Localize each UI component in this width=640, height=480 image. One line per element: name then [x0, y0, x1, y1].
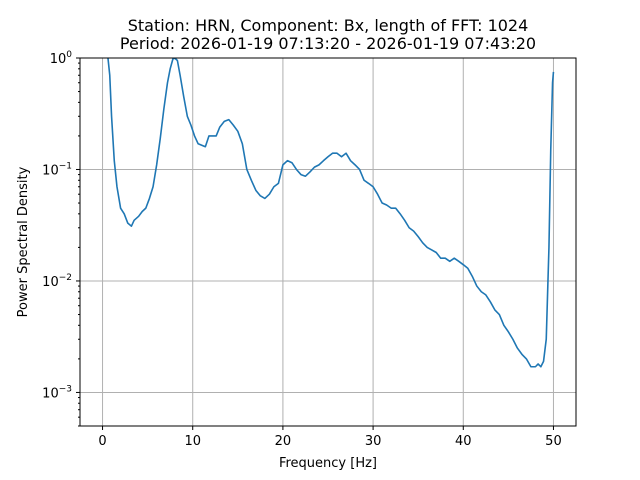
y-tick-label: 10−2 [42, 273, 72, 290]
plot-frame [79, 57, 577, 427]
x-tick-label: 50 [545, 434, 562, 449]
y-tick-label: 100 [50, 50, 73, 67]
x-tick-label: 20 [275, 434, 292, 449]
series-layer [107, 58, 555, 368]
x-tick-label: 40 [455, 434, 472, 449]
y-tick-label: 10−3 [42, 384, 72, 401]
chart-title-line-2: Period: 2026-01-19 07:13:20 - 2026-01-19… [120, 34, 536, 53]
x-tick-label: 30 [365, 434, 382, 449]
axes-ticks: 0 10 20 30 40 50 10−3 10−2 10−1 100 [42, 50, 562, 449]
y-axis-label: Power Spectral Density [16, 166, 31, 317]
chart-title-line-1: Station: HRN, Component: Bx, length of F… [128, 16, 529, 35]
x-tick-label: 0 [98, 434, 106, 449]
x-tick-label: 10 [184, 434, 201, 449]
x-axis-label: Frequency [Hz] [279, 456, 377, 471]
grid [80, 57, 576, 426]
psd-series-line [107, 58, 555, 368]
y-tick-label: 10−1 [42, 161, 72, 178]
